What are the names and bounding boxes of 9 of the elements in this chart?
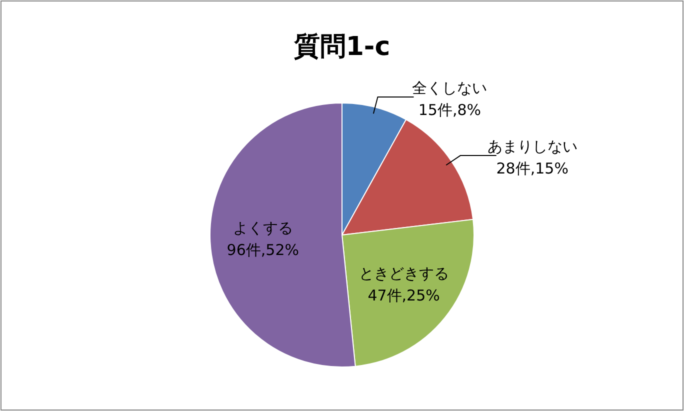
- data-label: 96件,52%: [226, 241, 300, 260]
- data-label: 28件,15%: [496, 160, 568, 178]
- slice-label: よくする: [232, 219, 293, 238]
- chart-title: 質問1-c: [292, 32, 390, 62]
- data-label: 15件,8%: [418, 100, 482, 119]
- slice-label: 全くしない: [412, 78, 488, 97]
- slice-label: あまりしない: [487, 138, 578, 156]
- slice-label: ときどきする: [358, 264, 449, 283]
- data-label: 47件,25%: [368, 286, 440, 305]
